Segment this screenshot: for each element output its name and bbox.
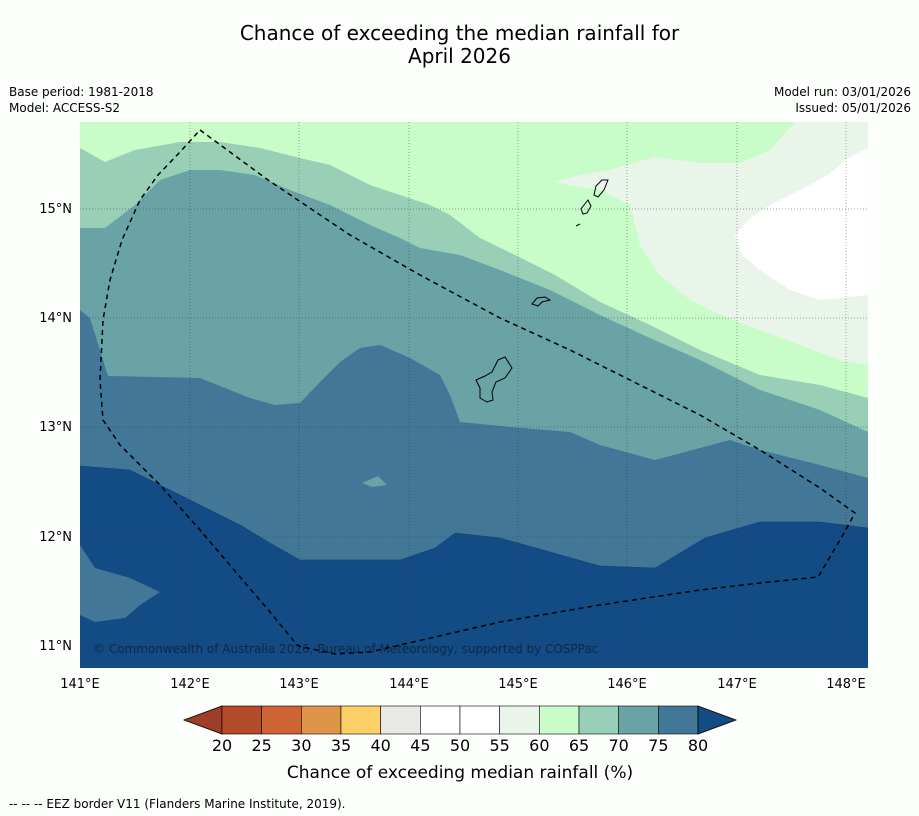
lon-label-142e: 142°E [170,677,210,692]
lon-label-145e: 145°E [498,677,538,692]
contour-patch-75-80-sw [80,545,160,622]
contour-line [80,465,868,569]
colorbar-segment [340,705,381,735]
colorbar-segment [459,705,500,735]
island-tinian [580,199,592,215]
lat-label-11n: 11°N [39,639,72,654]
contour-55-60 [555,122,868,365]
colorbar-tick-label: 55 [489,736,509,755]
eez-legend-note: -- -- -- EEZ border V11 (Flanders Marine… [9,797,346,811]
island-guam [475,356,513,403]
lon-label-141e: 141°E [60,677,100,692]
colorbar-tick-label: 70 [608,736,628,755]
lon-label-144e: 144°E [389,677,429,692]
lon-label-146e: 146°E [607,677,647,692]
colorbar-segment [499,705,540,735]
island-rota [531,296,552,307]
colorbar-tick-label: 40 [370,736,390,755]
colorbar-segment [578,705,619,735]
island-saipan [593,179,609,198]
colorbar-tick-label: 65 [569,736,589,755]
meta-left: Base period: 1981-2018 Model: ACCESS-S2 [9,84,154,116]
colorbar-segment [658,705,699,735]
title-line-1: Chance of exceeding the median rainfall … [239,21,680,45]
model-run: Model run: 03/01/2026 [773,85,911,99]
issued-date: Issued: 05/01/2026 [795,101,911,115]
colorbar-segment [221,705,262,735]
eez-border [99,128,856,655]
colorbar-tick-label: 50 [450,736,470,755]
lon-label-148e: 148°E [826,677,866,692]
chart-title: Chance of exceeding the median rainfall … [0,22,919,68]
colorbar-tick-label: 35 [331,736,351,755]
colorbar-over-arrow [697,705,738,735]
contour-patch-70-75-small [362,476,387,487]
colorbar: 20 25 30 35 40 45 50 55 60 65 70 75 80 Chance of exc… [182,705,738,783]
colorbar-segment [261,705,302,735]
lon-label-143e: 143°E [279,677,319,692]
colorbar-segment [301,705,342,735]
colorbar-segment [618,705,659,735]
contour-50-55 [735,122,868,300]
meta-right: Model run: 03/01/2026 Issued: 05/01/2026 [774,84,911,116]
copyright-text: © Commonwealth of Australia 2026, Bureau… [93,642,598,656]
base-period: Base period: 1981-2018 [9,85,154,99]
lat-label-13n: 13°N [39,420,72,435]
colorbar-tick-label: 60 [529,736,549,755]
island-aguijan [575,223,581,227]
colorbar-tick-label: 80 [688,736,708,755]
map-gridlines [80,122,868,668]
colorbar-tick-label: 45 [410,736,430,755]
colorbar-segment [420,705,461,735]
model-name: Model: ACCESS-S2 [9,101,121,115]
colorbar-under-arrow [182,705,223,735]
colorbar-label: Chance of exceeding median rainfall (%) [287,763,633,783]
colorbar-tick-label: 20 [212,736,232,755]
rainfall-map [80,122,868,668]
colorbar-tick-label: 30 [291,736,311,755]
lon-label-147e: 147°E [717,677,757,692]
colorbar-tick-label: 25 [251,736,271,755]
lat-label-15n: 15°N [39,202,72,217]
colorbar-tick-label: 75 [648,736,668,755]
colorbar-segment [380,705,421,735]
islands [475,179,609,403]
title-line-2: April 2026 [408,44,511,68]
lat-label-14n: 14°N [39,311,72,326]
lat-label-12n: 12°N [39,530,72,545]
colorbar-segment [539,705,580,735]
